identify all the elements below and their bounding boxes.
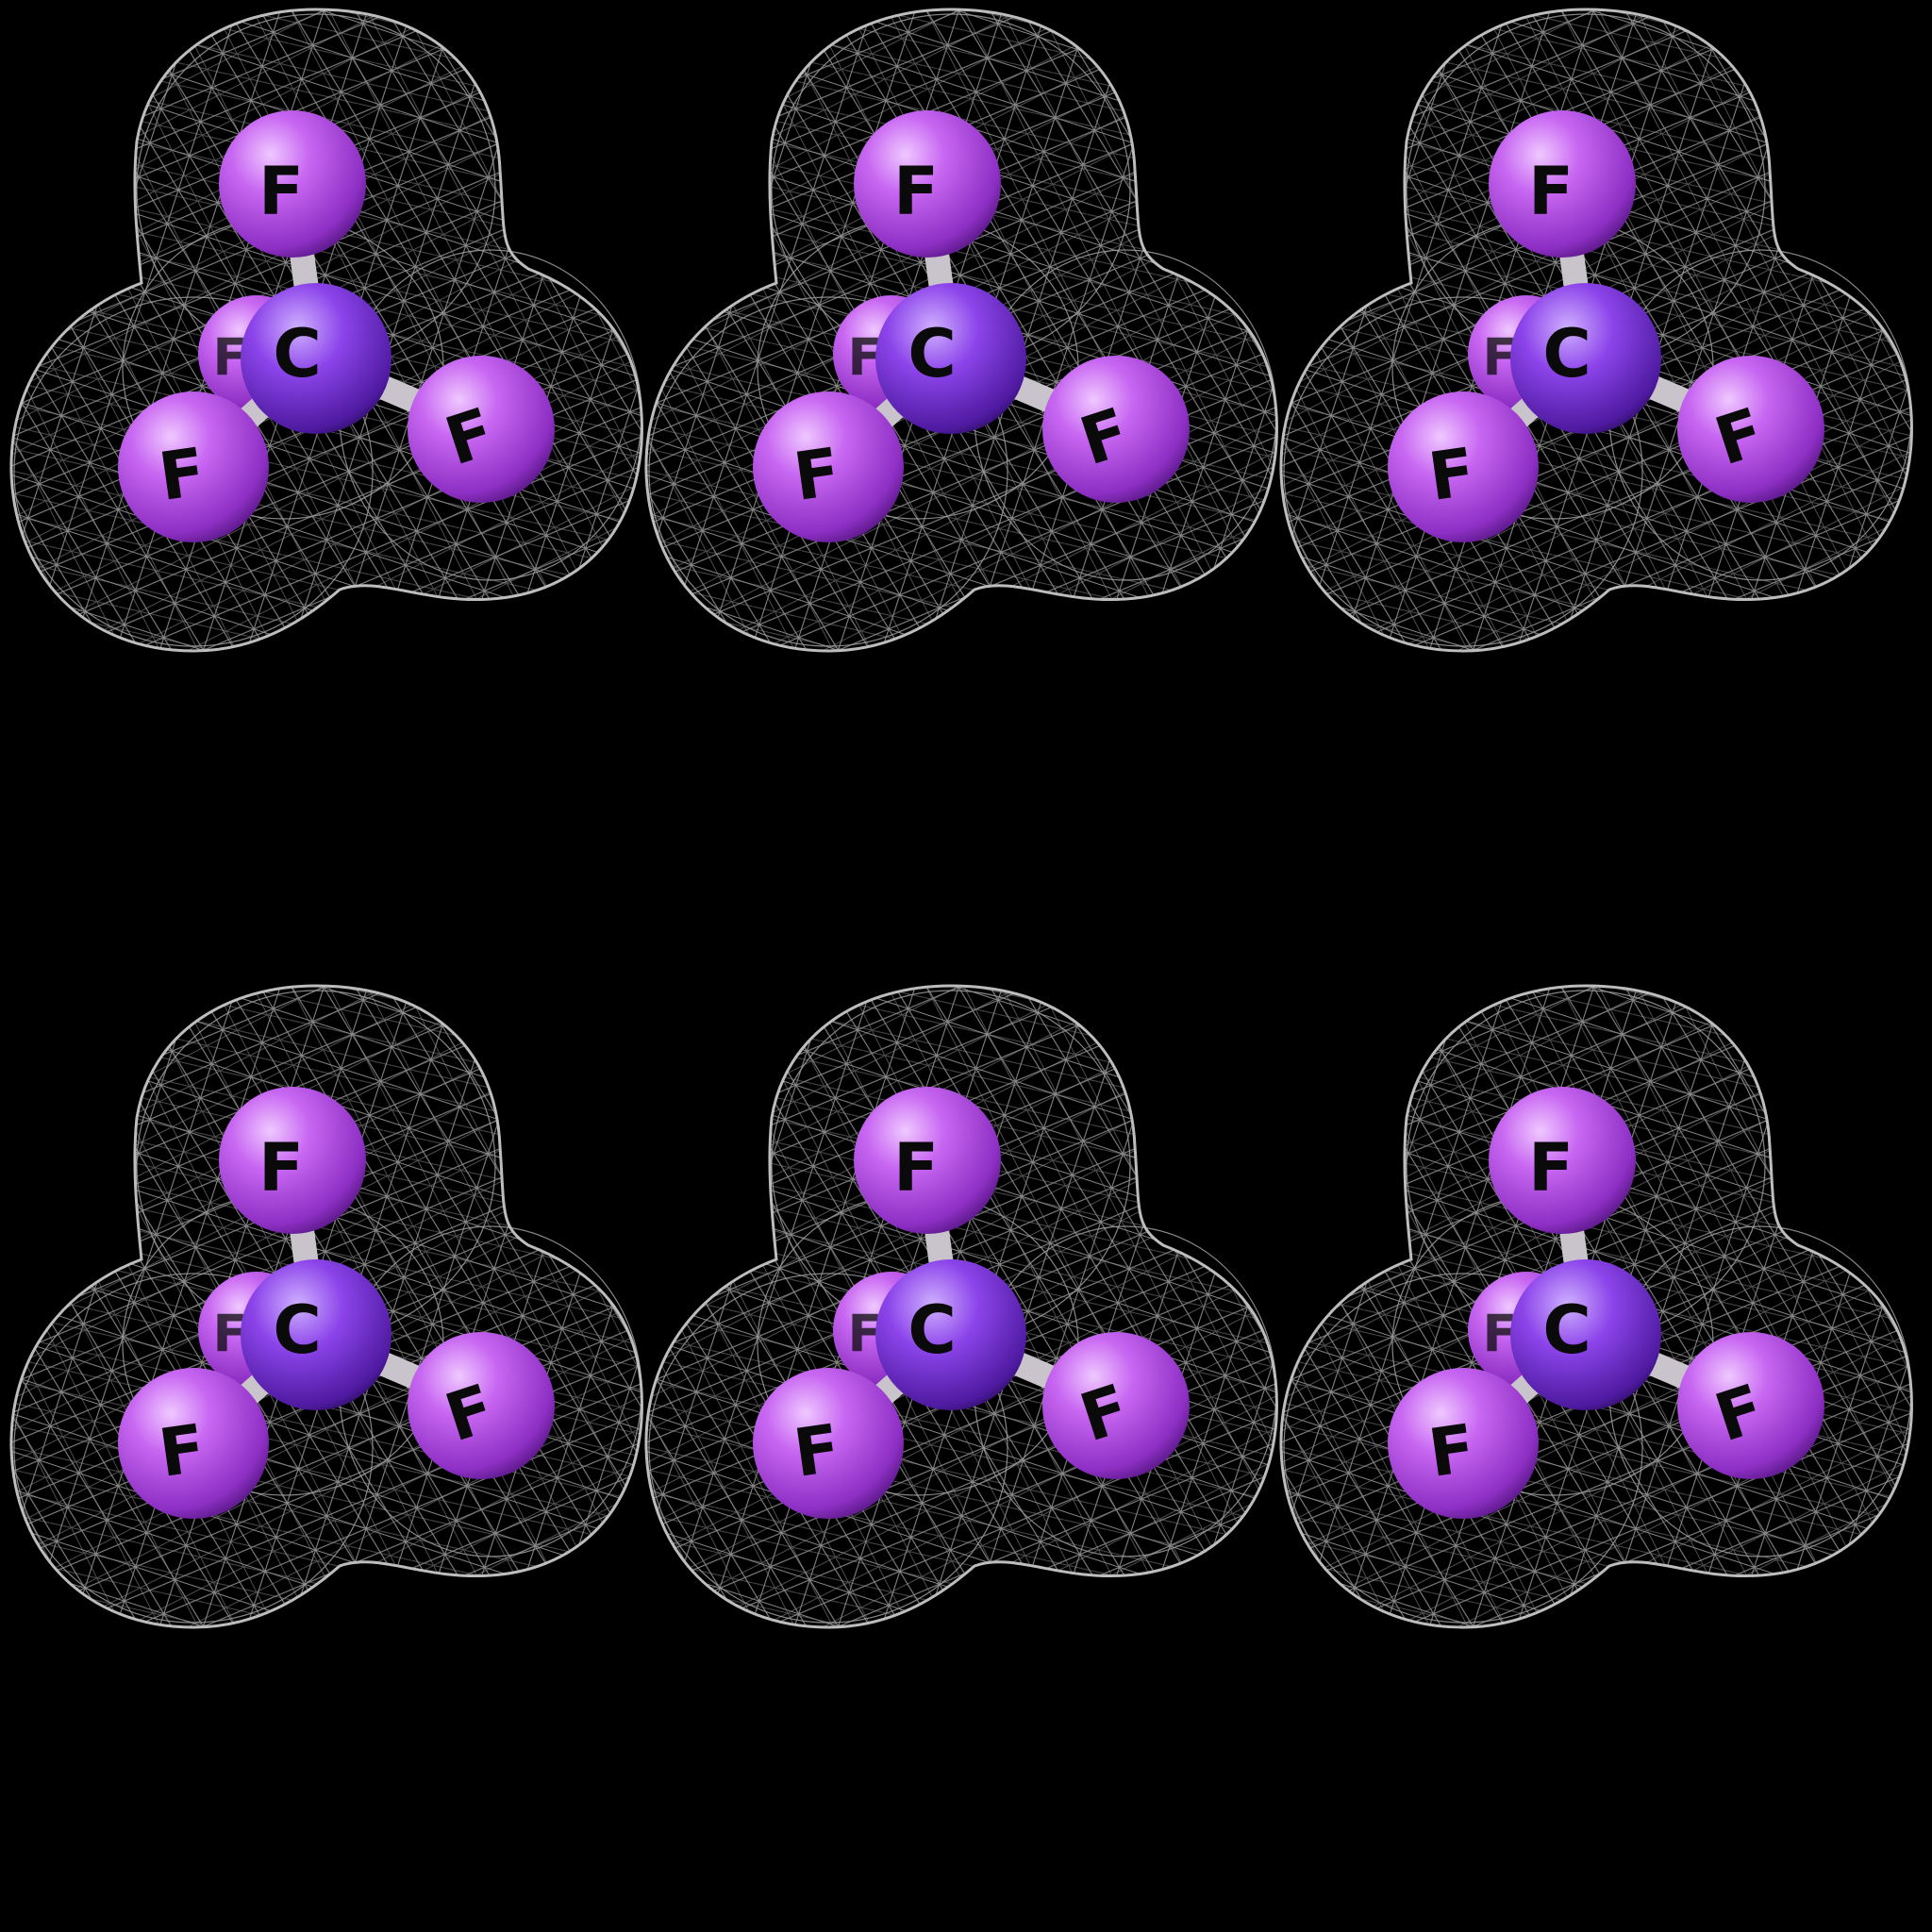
- fluorine-label-top: F: [258, 1129, 304, 1207]
- fluorine-atom-right: F: [408, 356, 555, 503]
- carbon-atom: C: [875, 1259, 1026, 1410]
- fluorine-atom-left: F: [1388, 1368, 1539, 1519]
- molecule-2: F CFF F: [644, 8, 1278, 653]
- fluorine-atom-right: F: [1677, 356, 1824, 503]
- carbon-atom: C: [875, 283, 1026, 434]
- molecule-4: F CFF F: [9, 984, 643, 1629]
- fluorine-label-top: F: [1528, 153, 1574, 230]
- fluorine-label-left: F: [790, 1409, 845, 1492]
- fluorine-label-left: F: [790, 433, 845, 516]
- fluorine-atom-left: F: [1388, 391, 1539, 542]
- fluorine-label-top: F: [1528, 1129, 1574, 1207]
- fluorine-atom-left: F: [118, 391, 269, 542]
- carbon-label: C: [1542, 1291, 1591, 1369]
- molecule-3: F CFF F: [1279, 8, 1913, 653]
- fluorine-atom-right: F: [1677, 1332, 1824, 1479]
- fluorine-atom-right: F: [1042, 1332, 1190, 1479]
- fluorine-label-left: F: [155, 1409, 210, 1492]
- carbon-atom: C: [1510, 283, 1661, 434]
- carbon-label: C: [1542, 315, 1591, 392]
- carbon-atom: C: [241, 283, 391, 434]
- molecule-1: F CFF F: [9, 8, 643, 653]
- fluorine-atom-right: F: [408, 1332, 555, 1479]
- fluorine-atom-left: F: [118, 1368, 269, 1519]
- molecule-6: F CFF F: [1279, 984, 1913, 1629]
- fluorine-atom-top: F: [219, 1087, 366, 1234]
- carbon-label: C: [908, 1291, 956, 1369]
- fluorine-label-left: F: [1424, 1409, 1480, 1492]
- fluorine-atom-top: F: [1489, 110, 1636, 258]
- fluorine-label-top: F: [893, 153, 939, 230]
- fluorine-atom-left: F: [753, 391, 904, 542]
- fluorine-atom-top: F: [854, 1087, 1001, 1234]
- fluorine-atom-top: F: [1489, 1087, 1636, 1234]
- carbon-label: C: [273, 315, 321, 392]
- fluorine-label-top: F: [893, 1129, 939, 1207]
- carbon-label: C: [908, 315, 956, 392]
- fluorine-atom-right: F: [1042, 356, 1190, 503]
- fluorine-label-left: F: [155, 433, 210, 516]
- carbon-atom: C: [241, 1259, 391, 1410]
- fluorine-label-top: F: [258, 153, 304, 230]
- molecule-5: F CFF F: [644, 984, 1278, 1629]
- fluorine-atom-left: F: [753, 1368, 904, 1519]
- carbon-atom: C: [1510, 1259, 1661, 1410]
- fluorine-atom-top: F: [854, 110, 1001, 258]
- fluorine-atom-top: F: [219, 110, 366, 258]
- carbon-label: C: [273, 1291, 321, 1369]
- fluorine-label-left: F: [1424, 433, 1480, 516]
